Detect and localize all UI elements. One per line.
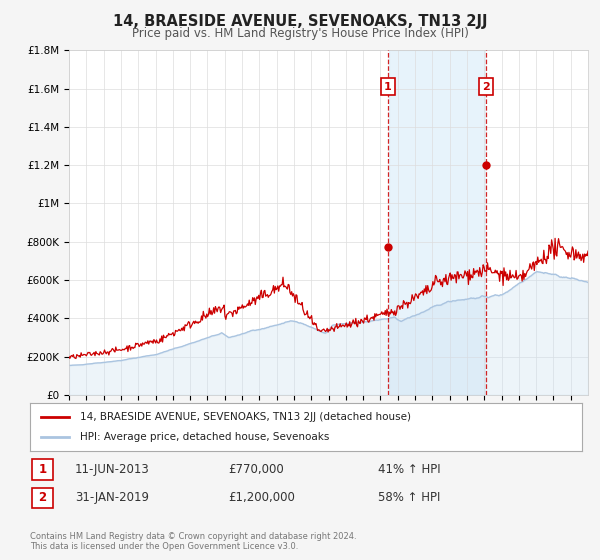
Text: 2: 2 (482, 82, 490, 92)
Text: 14, BRAESIDE AVENUE, SEVENOAKS, TN13 2JJ: 14, BRAESIDE AVENUE, SEVENOAKS, TN13 2JJ (113, 14, 487, 29)
Text: Contains HM Land Registry data © Crown copyright and database right 2024.: Contains HM Land Registry data © Crown c… (30, 532, 356, 541)
Text: £770,000: £770,000 (228, 463, 284, 476)
Text: 11-JUN-2013: 11-JUN-2013 (75, 463, 150, 476)
Text: 31-JAN-2019: 31-JAN-2019 (75, 491, 149, 505)
Text: 2: 2 (38, 491, 47, 505)
Text: £1,200,000: £1,200,000 (228, 491, 295, 505)
Text: HPI: Average price, detached house, Sevenoaks: HPI: Average price, detached house, Seve… (80, 432, 329, 442)
Text: 14, BRAESIDE AVENUE, SEVENOAKS, TN13 2JJ (detached house): 14, BRAESIDE AVENUE, SEVENOAKS, TN13 2JJ… (80, 412, 410, 422)
Text: 1: 1 (384, 82, 392, 92)
Text: This data is licensed under the Open Government Licence v3.0.: This data is licensed under the Open Gov… (30, 542, 298, 551)
Text: 41% ↑ HPI: 41% ↑ HPI (378, 463, 440, 476)
Text: 58% ↑ HPI: 58% ↑ HPI (378, 491, 440, 505)
Text: Price paid vs. HM Land Registry's House Price Index (HPI): Price paid vs. HM Land Registry's House … (131, 27, 469, 40)
Text: 1: 1 (38, 463, 47, 476)
